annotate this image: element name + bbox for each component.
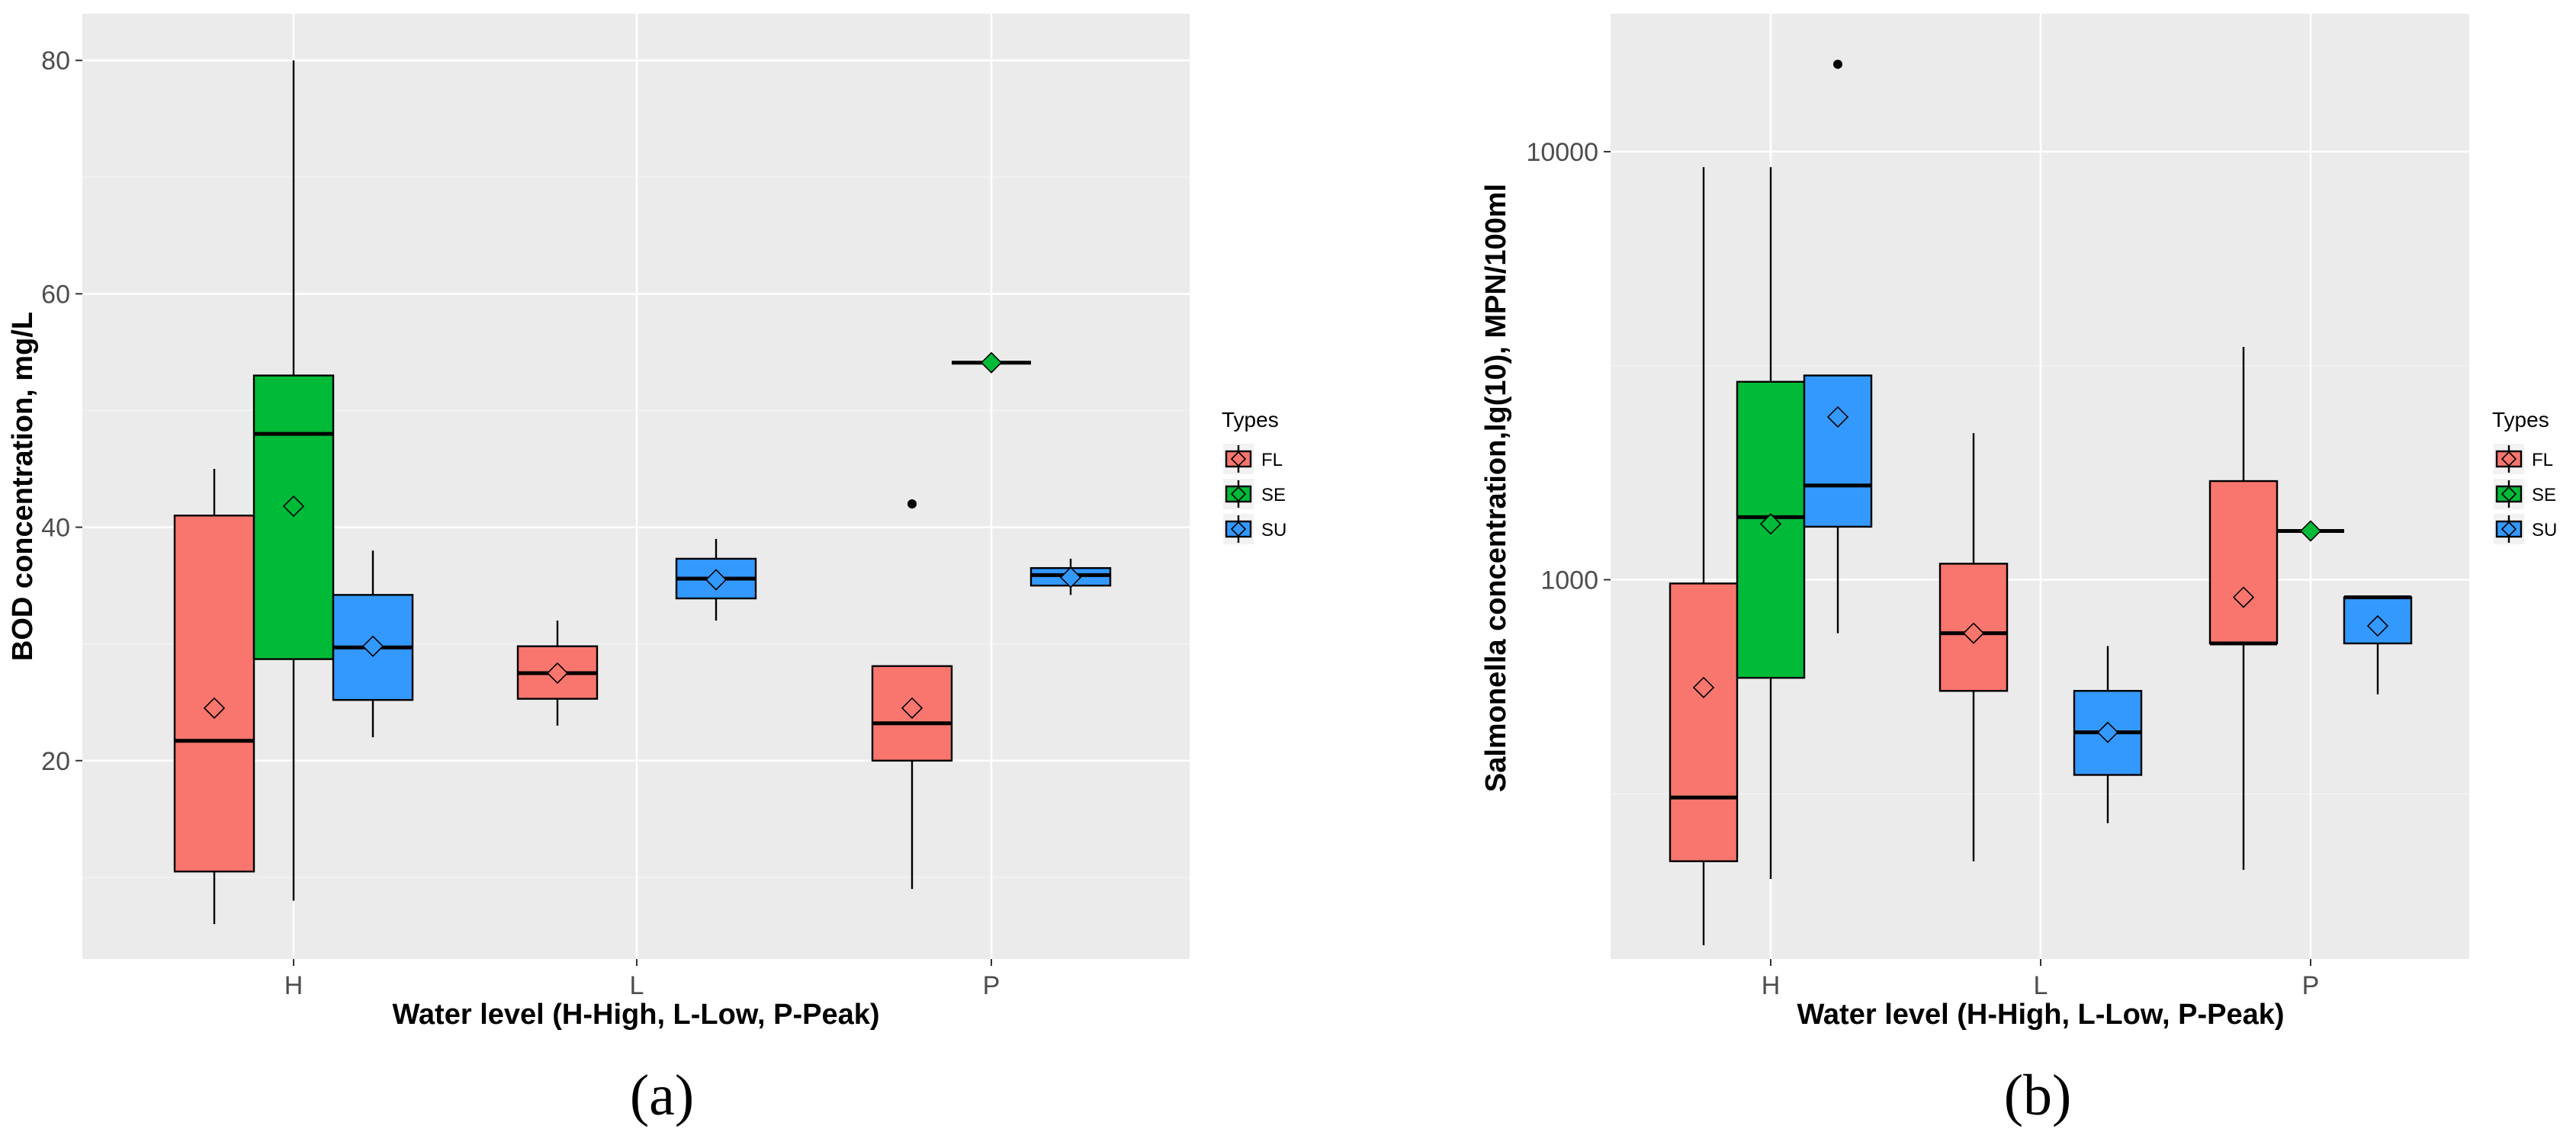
chart-a: 20 40 60 80 H L P Water level (H-High, L-Low, …: [7, 14, 1286, 1128]
y-tick-label: 1000: [1540, 566, 1598, 595]
box-L-FL: [516, 621, 599, 726]
y-tick-label: 60: [41, 280, 70, 309]
mean-marker: [1962, 622, 1985, 644]
legend-label: SU: [1261, 520, 1286, 541]
legend-diamond: [2501, 521, 2517, 537]
boxes-b: [1669, 59, 2413, 945]
legend-item-SE: SE: [1223, 479, 1286, 509]
mean-marker: [1826, 406, 1849, 428]
chart-b: 1000 10000 H L P Water level (H-High, L-Low,…: [1480, 14, 2557, 1128]
x-tick-label: H: [284, 971, 304, 1000]
x-tick-label: H: [1762, 971, 1781, 1000]
axis-ticks-b: 1000 10000 H L P: [1526, 138, 2319, 1000]
outlier-point: [907, 499, 917, 508]
box-P-FL: [2208, 346, 2279, 871]
box-P-SU: [2343, 595, 2413, 695]
mean-marker: [980, 351, 1003, 374]
mean-marker: [203, 697, 226, 719]
mean-marker: [705, 569, 728, 591]
box-P-SU: [1029, 558, 1112, 595]
iqr-box: [1803, 374, 1873, 528]
x-tick-label: P: [983, 971, 1001, 1000]
mean-marker: [1059, 566, 1082, 589]
mean-marker: [1759, 513, 1782, 535]
box-P-SE: [952, 351, 1031, 374]
box-H-SU: [332, 550, 414, 738]
x-axis-title-a: Water level (H-High, L-Low, P-Peak): [392, 999, 879, 1031]
mean-marker: [2366, 614, 2389, 637]
legend-item-SE: SE: [2494, 479, 2556, 509]
x-tick-label: L: [2034, 971, 2048, 1000]
caption-b: (b): [2004, 1063, 2072, 1128]
legend-item-SU: SU: [2494, 514, 2557, 544]
mean-marker: [901, 697, 923, 719]
legend-label: SE: [2532, 485, 2556, 505]
legend-title: Types: [1222, 408, 1279, 431]
legend-diamond: [2501, 486, 2517, 502]
box-L-FL: [1938, 433, 2009, 861]
box-L-SU: [2073, 646, 2143, 823]
x-axis-title-b: Water level (H-High, L-Low, P-Peak): [1797, 999, 2284, 1031]
iqr-box: [252, 374, 335, 660]
box-P-SE: [2277, 520, 2344, 542]
caption-a: (a): [630, 1063, 694, 1128]
axis-ticks-a: 20 40 60 80 H L P: [41, 47, 1000, 1000]
mean-marker: [2232, 586, 2255, 608]
mean-marker: [2299, 520, 2322, 542]
legend-a: Types FL SE SU: [1222, 408, 1286, 544]
legend-label: FL: [2532, 450, 2553, 470]
y-axis-title-b: Salmonella concentration,lg(10), MPN/100…: [1480, 184, 1512, 792]
y-tick-label: 10000: [1526, 138, 1598, 167]
y-tick-label: 40: [41, 514, 70, 543]
legend-diamond: [1230, 451, 1247, 467]
legend-title: Types: [2492, 408, 2549, 431]
iqr-box: [173, 515, 255, 873]
iqr-box: [1669, 582, 1739, 862]
legend-diamond: [1230, 521, 1247, 537]
y-tick-label: 20: [41, 747, 70, 776]
mean-marker: [1692, 676, 1715, 698]
box-H-FL: [173, 469, 255, 925]
legend-label: SU: [2532, 520, 2557, 541]
box-L-SU: [675, 538, 757, 621]
y-tick-label: 80: [41, 47, 70, 75]
box-H-FL: [1669, 167, 1739, 945]
legend-diamond: [2501, 451, 2517, 467]
mean-marker: [546, 662, 569, 685]
legend-b: Types FL SE SU: [2492, 408, 2557, 544]
iqr-box: [1938, 563, 2009, 692]
mean-marker: [282, 495, 305, 518]
outlier-point: [1833, 59, 1842, 69]
iqr-box: [2208, 480, 2279, 645]
box-H-SE: [252, 60, 335, 901]
legend-item-FL: FL: [1223, 444, 1283, 474]
box-H-SE: [1736, 167, 1806, 879]
y-axis-title-a: BOD concentration, mg/L: [7, 312, 39, 661]
box-H-SU: [1803, 59, 1873, 634]
mean-marker: [2096, 721, 2119, 743]
legend-label: SE: [1261, 485, 1286, 505]
box-P-FL: [871, 499, 953, 890]
mean-marker: [361, 635, 384, 657]
legend-diamond: [1230, 486, 1247, 502]
x-tick-label: P: [2302, 971, 2320, 1000]
x-tick-label: L: [630, 971, 644, 1000]
legend-item-FL: FL: [2494, 444, 2553, 474]
legend-item-SU: SU: [1223, 514, 1286, 544]
legend-label: FL: [1261, 450, 1283, 470]
boxes-a: [173, 60, 1112, 925]
